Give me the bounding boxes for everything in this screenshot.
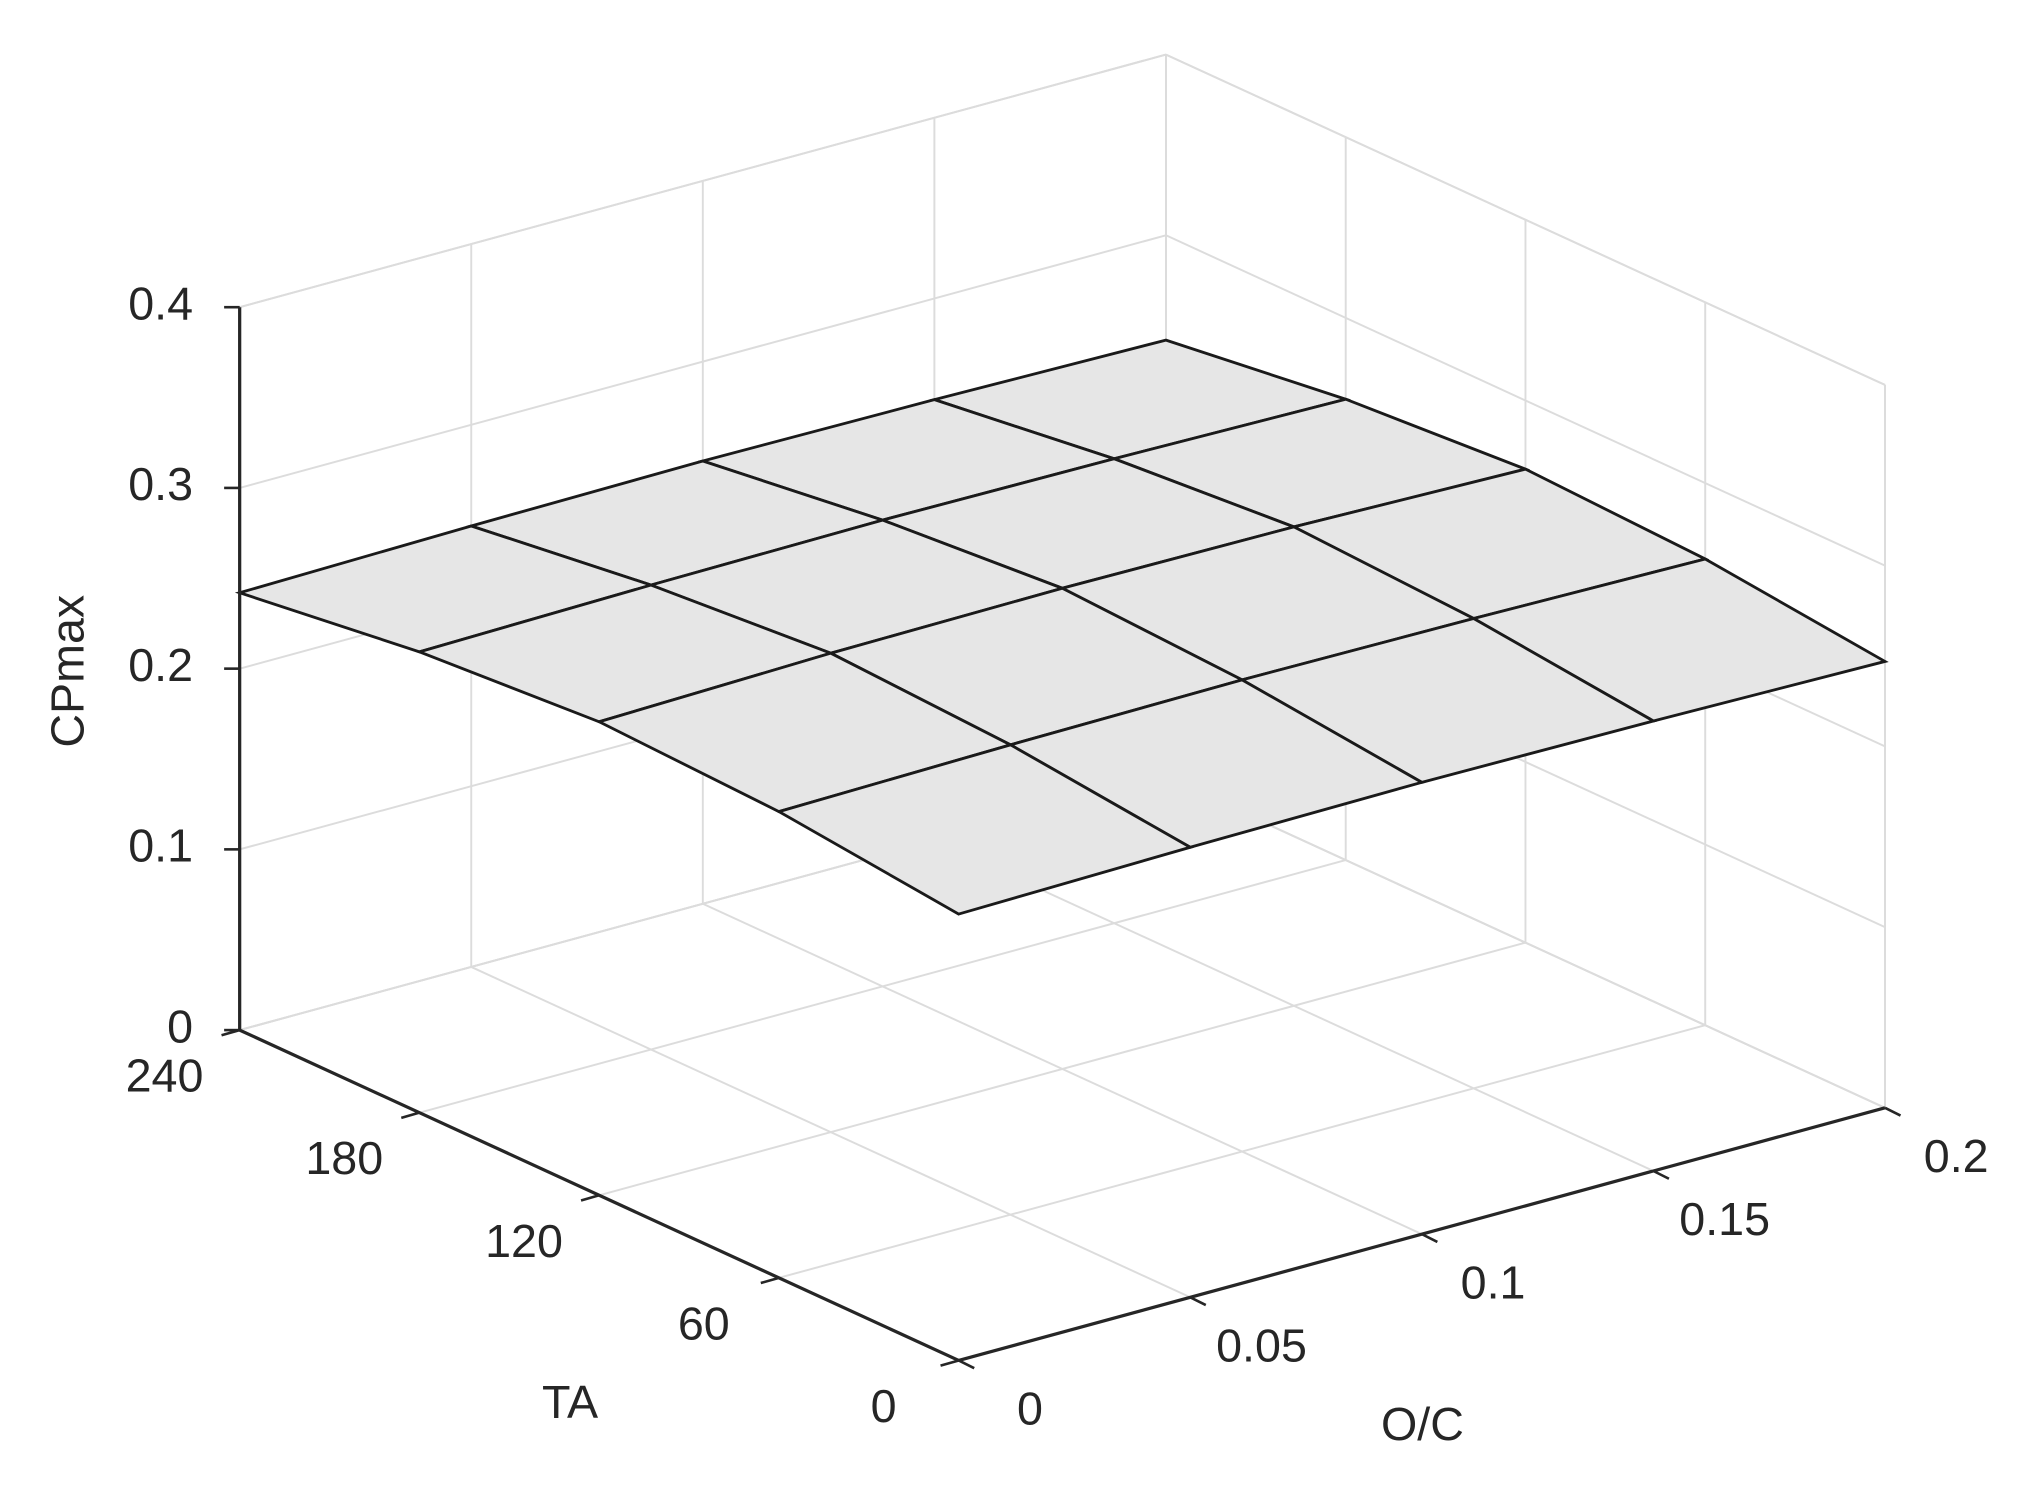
grid-line (598, 941, 1526, 1197)
x-tick (1884, 1106, 1902, 1117)
x-tick-label: 0.2 (1924, 1130, 1989, 1182)
grid-line (1165, 53, 1886, 386)
grid-line (419, 859, 1346, 1114)
x-tick (1189, 1296, 1207, 1307)
grid-line (1165, 776, 1886, 1109)
grid-line (239, 234, 1167, 489)
y-axis-label: TA (542, 1376, 598, 1428)
x-tick-label: 0.1 (1461, 1256, 1526, 1308)
x-axis-label: O/C (1381, 1398, 1464, 1450)
x-tick-label: 0 (1017, 1383, 1043, 1435)
y-tick-label: 120 (485, 1215, 563, 1267)
x-tick-label: 0.05 (1216, 1319, 1307, 1371)
y-tick (940, 1359, 960, 1367)
y-tick-label: 180 (305, 1132, 383, 1184)
surface-patch (775, 743, 1194, 916)
y-tick-label: 240 (126, 1050, 204, 1102)
y-tick (400, 1111, 420, 1120)
x-tick-label: 0.15 (1679, 1193, 1770, 1245)
x-tick (958, 1359, 975, 1370)
grid-line (778, 1024, 1706, 1279)
y-tick-label: 60 (678, 1297, 730, 1349)
x-tick (1421, 1232, 1438, 1244)
grid-line (1165, 234, 1886, 567)
z-tick-label: 0 (167, 1000, 193, 1052)
y-tick-label: 0 (871, 1380, 897, 1432)
z-tick-label: 0.3 (128, 458, 193, 510)
y-tick (221, 1028, 241, 1037)
z-tick-label: 0.2 (128, 639, 193, 691)
y-tick (760, 1276, 780, 1285)
z-tick-label: 0.1 (128, 820, 193, 872)
z-tick-label: 0.4 (128, 278, 193, 330)
x-tick (1652, 1169, 1670, 1180)
z-axis-label: CPmax (42, 595, 94, 748)
grid-line (239, 53, 1167, 309)
y-tick (580, 1194, 600, 1202)
